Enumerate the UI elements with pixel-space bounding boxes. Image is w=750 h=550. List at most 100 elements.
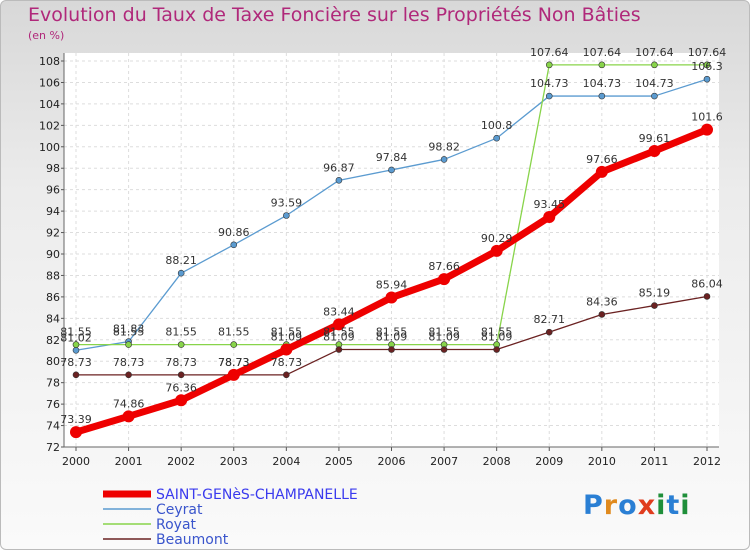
data-label: 82.71: [534, 313, 566, 326]
data-label: 107.64: [530, 46, 569, 59]
legend-label: Royat: [156, 517, 197, 533]
y-tick-label: 86: [46, 291, 60, 304]
data-label: 104.73: [530, 77, 569, 90]
legend-label: Ceyrat: [156, 502, 203, 518]
y-tick-label: 90: [46, 248, 60, 261]
data-point: [438, 273, 451, 286]
data-label: 87.66: [428, 260, 460, 273]
logo-letter: t: [666, 490, 681, 521]
data-point: [388, 346, 395, 353]
data-label: 81.55: [376, 326, 408, 339]
data-label: 104.73: [583, 77, 622, 90]
x-tick-label: 2004: [272, 455, 300, 468]
data-label: 81.09: [323, 331, 355, 344]
x-tick-label: 2010: [588, 455, 616, 468]
data-label: 107.64: [583, 46, 622, 59]
data-point: [332, 318, 345, 331]
data-point: [125, 341, 132, 348]
data-point: [545, 92, 553, 100]
data-point: [175, 394, 188, 407]
data-point: [72, 346, 80, 354]
y-tick-label: 106: [39, 76, 60, 89]
data-point: [388, 166, 395, 174]
x-tick-label: 2002: [167, 455, 195, 468]
data-point: [493, 346, 500, 353]
data-point: [701, 123, 713, 136]
data-label: 81.09: [481, 331, 513, 344]
y-tick-label: 96: [46, 184, 60, 197]
data-point: [177, 341, 185, 348]
data-label: 86.04: [691, 277, 723, 290]
y-tick-label: 76: [46, 398, 60, 411]
data-label: 81.02: [60, 331, 92, 344]
x-tick-label: 2008: [483, 455, 511, 468]
x-tick-label: 2005: [325, 455, 353, 468]
y-tick-label: 84: [46, 312, 60, 325]
data-label: 74.86: [113, 397, 145, 410]
data-point: [703, 75, 711, 83]
x-tick-label: 2009: [535, 455, 563, 468]
data-point: [651, 302, 658, 309]
data-label: 81.55: [60, 326, 92, 339]
data-label: 90.29: [481, 232, 513, 245]
data-label: 98.82: [428, 140, 460, 153]
y-tick-label: 82: [46, 334, 60, 347]
y-tick-label: 88: [46, 269, 60, 282]
data-label: 81.83: [113, 323, 145, 336]
data-label: 85.19: [639, 287, 671, 300]
data-label: 78.73: [218, 356, 250, 369]
data-point: [595, 165, 608, 178]
y-tick-label: 72: [46, 441, 60, 454]
logo-letter: r: [603, 490, 619, 521]
data-point: [230, 341, 238, 348]
data-label: 107.64: [635, 46, 674, 59]
data-label: 97.84: [376, 151, 408, 164]
data-point: [598, 311, 606, 318]
data-label: 81.09: [271, 331, 303, 344]
logo-letter: P: [583, 490, 604, 521]
data-point: [230, 241, 238, 249]
data-point: [543, 211, 556, 224]
data-label: 73.39: [60, 413, 92, 426]
data-label: 83.44: [323, 305, 355, 318]
chart-subtitle: (en %): [28, 29, 65, 42]
y-tick-label: 74: [46, 420, 60, 433]
data-label: 96.87: [323, 161, 355, 174]
y-tick-label: 92: [46, 227, 60, 240]
data-label: 88.21: [165, 254, 197, 267]
data-label: 85.94: [376, 279, 408, 292]
data-point: [125, 371, 132, 379]
y-tick-label: 108: [39, 55, 60, 68]
data-label: 78.73: [271, 356, 303, 369]
data-point: [335, 177, 343, 184]
data-label: 81.09: [428, 331, 460, 344]
data-label: 90.86: [218, 226, 250, 239]
data-label: 106.3: [691, 60, 723, 73]
data-point: [72, 371, 80, 379]
data-point: [177, 269, 185, 277]
data-label: 93.45: [534, 198, 566, 211]
x-tick-label: 2006: [378, 455, 406, 468]
y-tick-label: 100: [39, 141, 60, 154]
data-point: [177, 371, 185, 379]
data-label: 78.73: [165, 356, 197, 369]
legend-label: Beaumont: [156, 532, 229, 548]
data-label: 97.66: [586, 153, 618, 166]
data-label: 93.59: [271, 197, 303, 210]
logo-letter: i: [680, 490, 691, 521]
y-tick-label: 80: [46, 355, 60, 368]
data-point: [385, 291, 398, 304]
data-label: 81.55: [113, 326, 145, 339]
plot-area: [64, 53, 719, 447]
logo-letter: o: [618, 490, 638, 521]
data-label: 81.55: [271, 326, 303, 339]
data-point: [598, 61, 606, 69]
data-point: [335, 346, 343, 353]
data-label: 107.64: [688, 46, 727, 59]
y-tick-label: 104: [39, 98, 60, 111]
data-label: 81.55: [165, 326, 197, 339]
data-label: 81.55: [218, 326, 250, 339]
data-point: [227, 368, 240, 381]
data-point: [72, 341, 80, 348]
